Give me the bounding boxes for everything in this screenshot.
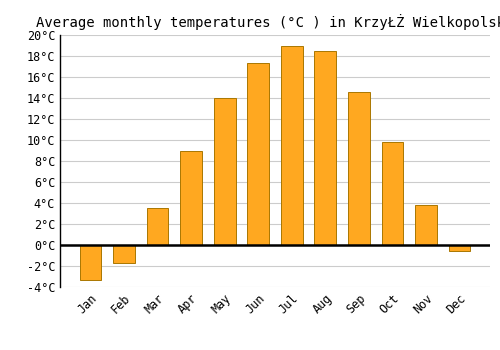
Bar (448, 245, 470, 251)
Bar (214, 98, 236, 245)
Bar (314, 51, 336, 245)
Bar (113, 245, 135, 263)
Bar (180, 150, 202, 245)
Bar (415, 205, 437, 245)
Bar (248, 63, 269, 245)
Bar (281, 46, 302, 245)
Bar (80, 245, 102, 280)
Bar (382, 142, 404, 245)
Bar (348, 92, 370, 245)
Title: Average monthly temperatures (°C ) in KrzyŁŻ Wielkopolski: Average monthly temperatures (°C ) in Kr… (36, 14, 500, 30)
Bar (146, 208, 169, 245)
